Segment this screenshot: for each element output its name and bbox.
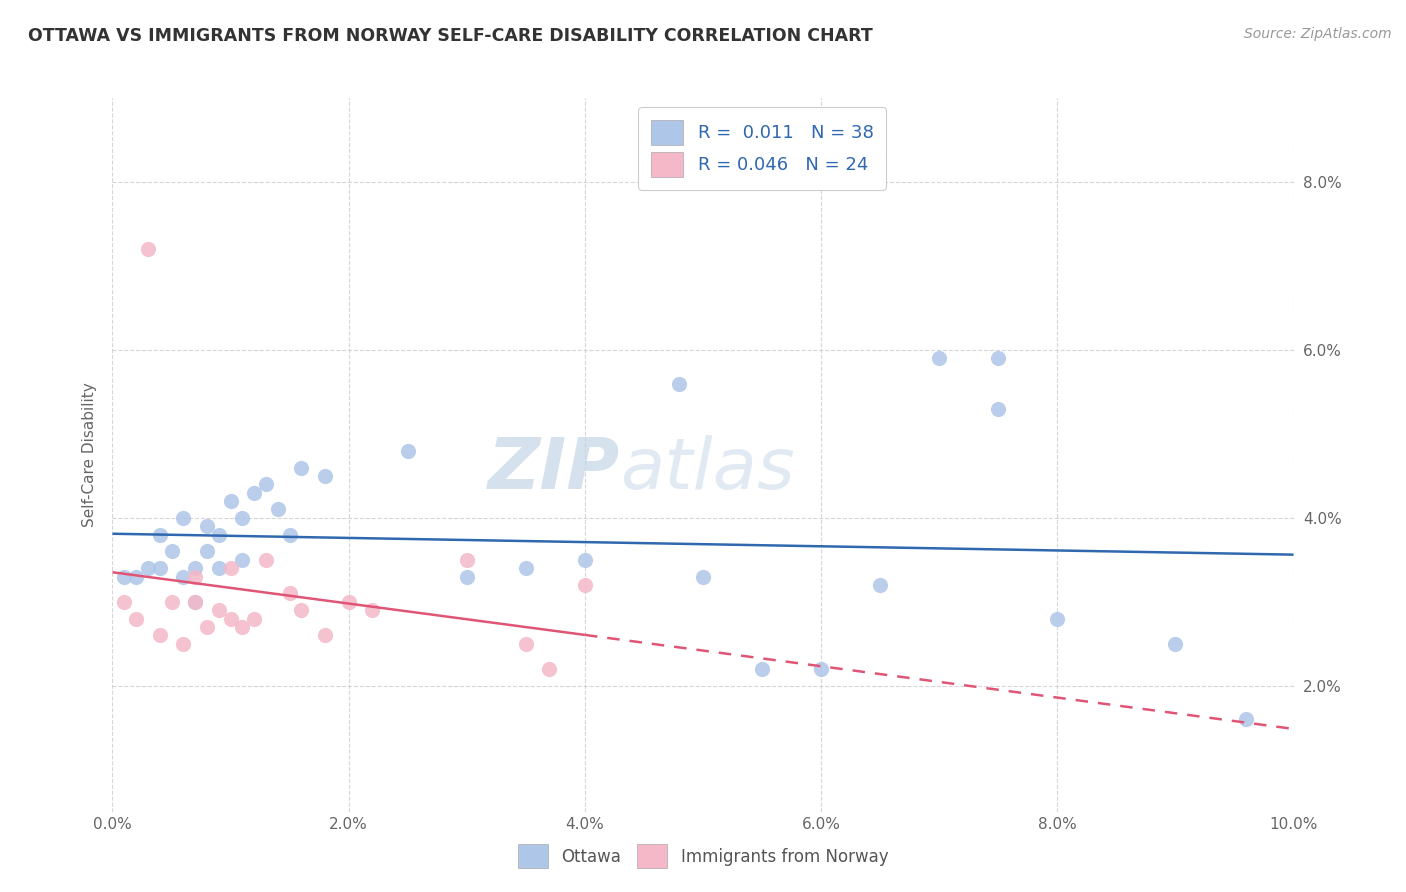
Point	[574, 578, 596, 592]
Point	[195, 519, 218, 533]
Point	[231, 620, 253, 634]
Point	[987, 351, 1010, 366]
Point	[254, 553, 277, 567]
Point	[112, 569, 135, 583]
Point	[172, 511, 194, 525]
Point	[1234, 712, 1257, 726]
Legend: Ottawa, Immigrants from Norway: Ottawa, Immigrants from Norway	[510, 838, 896, 875]
Point	[869, 578, 891, 592]
Point	[219, 612, 242, 626]
Point	[278, 527, 301, 541]
Point	[149, 527, 172, 541]
Point	[219, 561, 242, 575]
Point	[231, 511, 253, 525]
Point	[149, 561, 172, 575]
Point	[456, 553, 478, 567]
Point	[337, 595, 360, 609]
Point	[195, 544, 218, 558]
Point	[184, 561, 207, 575]
Point	[149, 628, 172, 642]
Point	[172, 569, 194, 583]
Point	[125, 569, 148, 583]
Point	[538, 662, 561, 676]
Point	[278, 586, 301, 600]
Point	[184, 595, 207, 609]
Text: Source: ZipAtlas.com: Source: ZipAtlas.com	[1244, 27, 1392, 41]
Text: ZIP: ZIP	[488, 434, 620, 504]
Point	[208, 603, 231, 617]
Point	[208, 527, 231, 541]
Point	[136, 561, 159, 575]
Point	[751, 662, 773, 676]
Point	[243, 485, 266, 500]
Text: atlas: atlas	[620, 434, 794, 504]
Point	[668, 376, 690, 391]
Point	[314, 469, 336, 483]
Point	[136, 242, 159, 256]
Point	[267, 502, 290, 516]
Point	[314, 628, 336, 642]
Point	[184, 569, 207, 583]
Point	[172, 637, 194, 651]
Y-axis label: Self-Care Disability: Self-Care Disability	[82, 383, 97, 527]
Point	[219, 494, 242, 508]
Point	[810, 662, 832, 676]
Point	[396, 443, 419, 458]
Point	[125, 612, 148, 626]
Text: OTTAWA VS IMMIGRANTS FROM NORWAY SELF-CARE DISABILITY CORRELATION CHART: OTTAWA VS IMMIGRANTS FROM NORWAY SELF-CA…	[28, 27, 873, 45]
Point	[231, 553, 253, 567]
Point	[290, 603, 312, 617]
Point	[574, 553, 596, 567]
Point	[290, 460, 312, 475]
Point	[160, 544, 183, 558]
Point	[987, 401, 1010, 416]
Point	[361, 603, 384, 617]
Point	[692, 569, 714, 583]
Point	[160, 595, 183, 609]
Point	[1046, 612, 1069, 626]
Point	[456, 569, 478, 583]
Point	[254, 477, 277, 491]
Point	[515, 561, 537, 575]
Point	[928, 351, 950, 366]
Point	[208, 561, 231, 575]
Point	[515, 637, 537, 651]
Point	[184, 595, 207, 609]
Point	[243, 612, 266, 626]
Point	[1164, 637, 1187, 651]
Point	[112, 595, 135, 609]
Point	[195, 620, 218, 634]
